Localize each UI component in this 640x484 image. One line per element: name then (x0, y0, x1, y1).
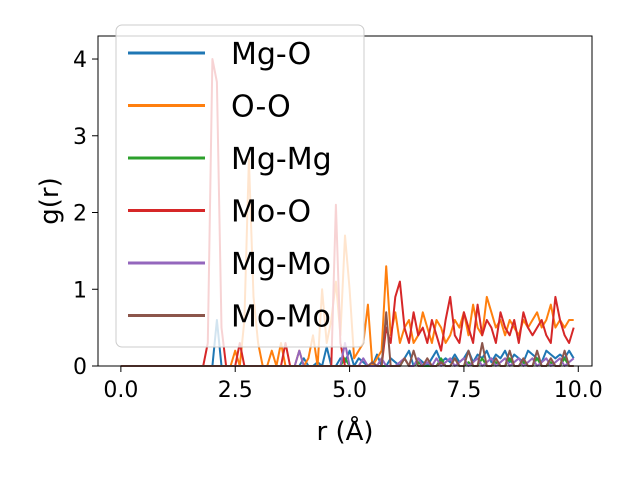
legend-label: Mg-Mg (231, 142, 332, 177)
y-tick-label: 2 (73, 202, 87, 227)
y-tick-label: 3 (73, 125, 87, 150)
y-axis-label: g(r) (35, 177, 65, 224)
y-tick-label: 4 (73, 48, 87, 73)
legend-label: O-O (231, 90, 291, 125)
legend-label: Mg-O (231, 37, 311, 72)
x-tick-label: 10.0 (554, 378, 603, 403)
legend: Mg-O O-O Mg-Mg Mo-O Mg-Mo Mo-Mo (115, 24, 365, 348)
y-axis-ticks: 0 1 2 3 4 (73, 48, 98, 380)
x-tick-label: 5.0 (332, 378, 367, 403)
x-axis-label: r (Å) (316, 415, 373, 447)
legend-label: Mo-O (231, 195, 311, 230)
legend-label: Mo-Mo (231, 300, 331, 335)
legend-label: Mg-Mo (231, 247, 331, 282)
y-tick-label: 1 (73, 278, 87, 303)
x-axis-ticks: 0.0 2.5 5.0 7.5 10.0 (103, 366, 603, 403)
x-tick-label: 0.0 (103, 378, 138, 403)
x-tick-label: 7.5 (446, 378, 481, 403)
x-tick-label: 2.5 (218, 378, 253, 403)
y-tick-label: 0 (73, 355, 87, 380)
